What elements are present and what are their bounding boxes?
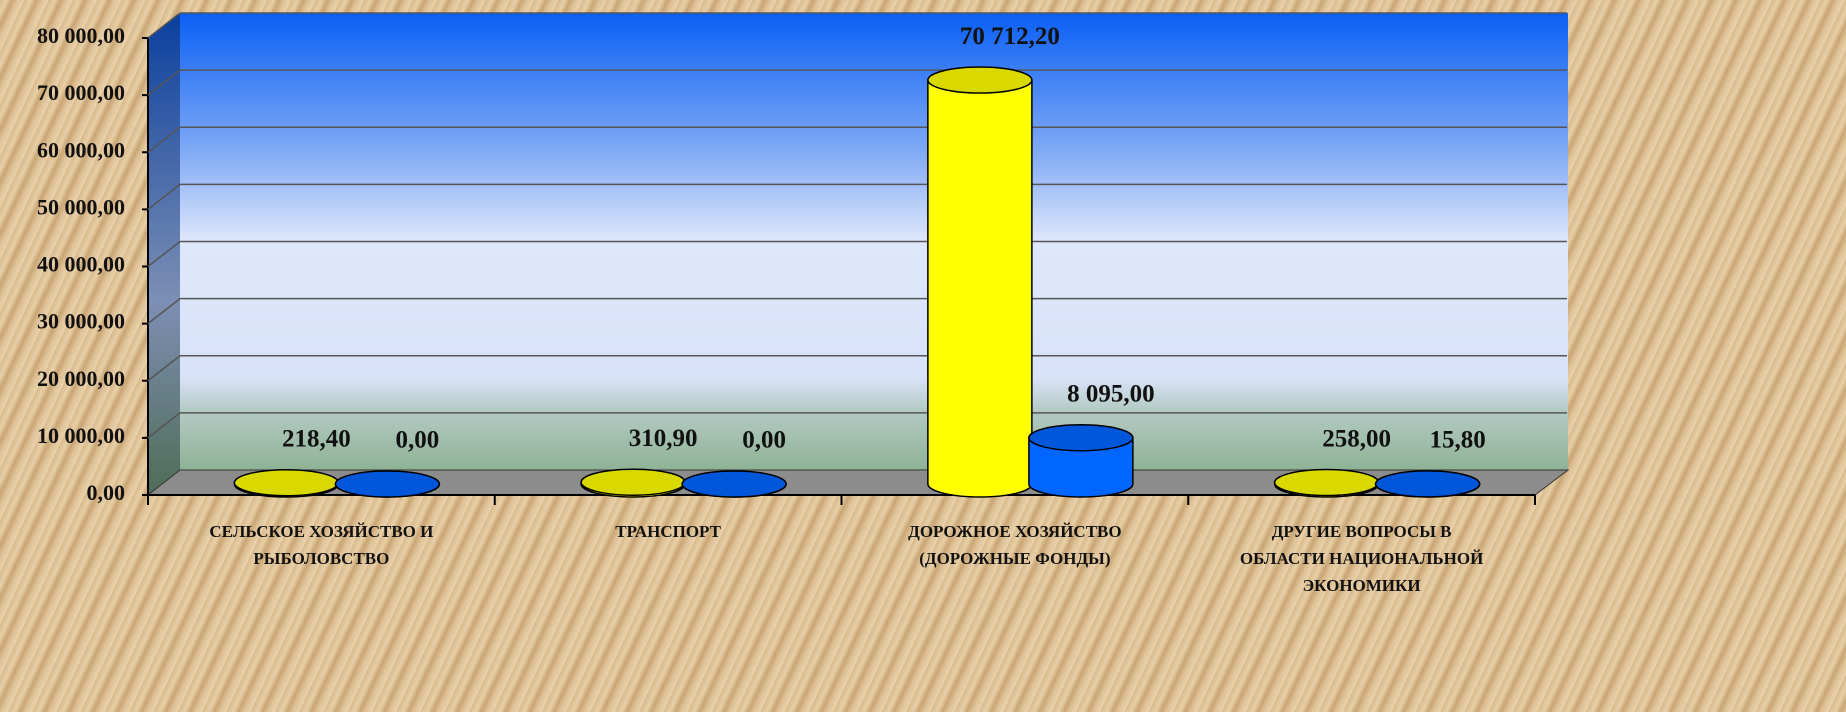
cylinder-top <box>580 468 686 496</box>
value-label: 310,90 <box>629 425 698 452</box>
cylinder-top <box>1374 470 1481 498</box>
value-label: 15,80 <box>1430 427 1486 454</box>
y-tick-label: 50 000,00 <box>37 194 125 219</box>
value-label: 0,00 <box>396 427 440 454</box>
y-tick-label: 60 000,00 <box>37 137 125 162</box>
grid-line <box>147 240 181 268</box>
x-tick-label: ТРАНСПОРТ <box>615 522 721 541</box>
cylinder <box>927 79 1033 498</box>
value-label: 258,00 <box>1322 425 1391 452</box>
y-tick-label: 30 000,00 <box>37 309 125 334</box>
cylinder-top <box>681 470 787 498</box>
cylinder <box>1028 437 1134 498</box>
cylinder-top <box>1273 468 1380 497</box>
value-label: 0,00 <box>742 427 786 454</box>
y-tick-label: 40 000,00 <box>37 252 125 277</box>
x-tick-label: ДОРОЖНОЕ ХОЗЯЙСТВО (ДОРОЖНЫЕ ФОНДЫ) <box>908 522 1122 568</box>
grid-line <box>147 355 181 382</box>
grid-line <box>147 183 181 210</box>
cylinder-top <box>1028 424 1134 452</box>
value-label: 8 095,00 <box>1067 380 1155 407</box>
grid-line <box>147 298 181 325</box>
y-tick-label: 70 000,00 <box>37 80 125 105</box>
cylinder-top <box>233 469 340 497</box>
grid-line <box>147 412 181 439</box>
cylinder-top <box>334 470 441 498</box>
grid-line <box>147 12 181 39</box>
y-tick-label: 20 000,00 <box>37 366 125 391</box>
grid-line <box>147 126 181 153</box>
y-tick-label: 80 000,00 <box>37 23 125 48</box>
value-label: 70 712,20 <box>960 23 1060 50</box>
value-label: 218,40 <box>282 425 351 452</box>
x-tick-label: ДРУГИЕ ВОПРОСЫ В ОБЛАСТИ НАЦИОНАЛЬНОЙ ЭК… <box>1239 522 1484 595</box>
grid-line <box>147 69 181 96</box>
cylinder-top <box>927 66 1033 94</box>
y-tick-label: 10 000,00 <box>37 423 125 448</box>
x-tick-label: СЕЛЬСКОЕ ХОЗЯЙСТВО И РЫБОЛОВСТВО <box>209 522 434 568</box>
y-tick-label: 0,00 <box>87 480 126 505</box>
